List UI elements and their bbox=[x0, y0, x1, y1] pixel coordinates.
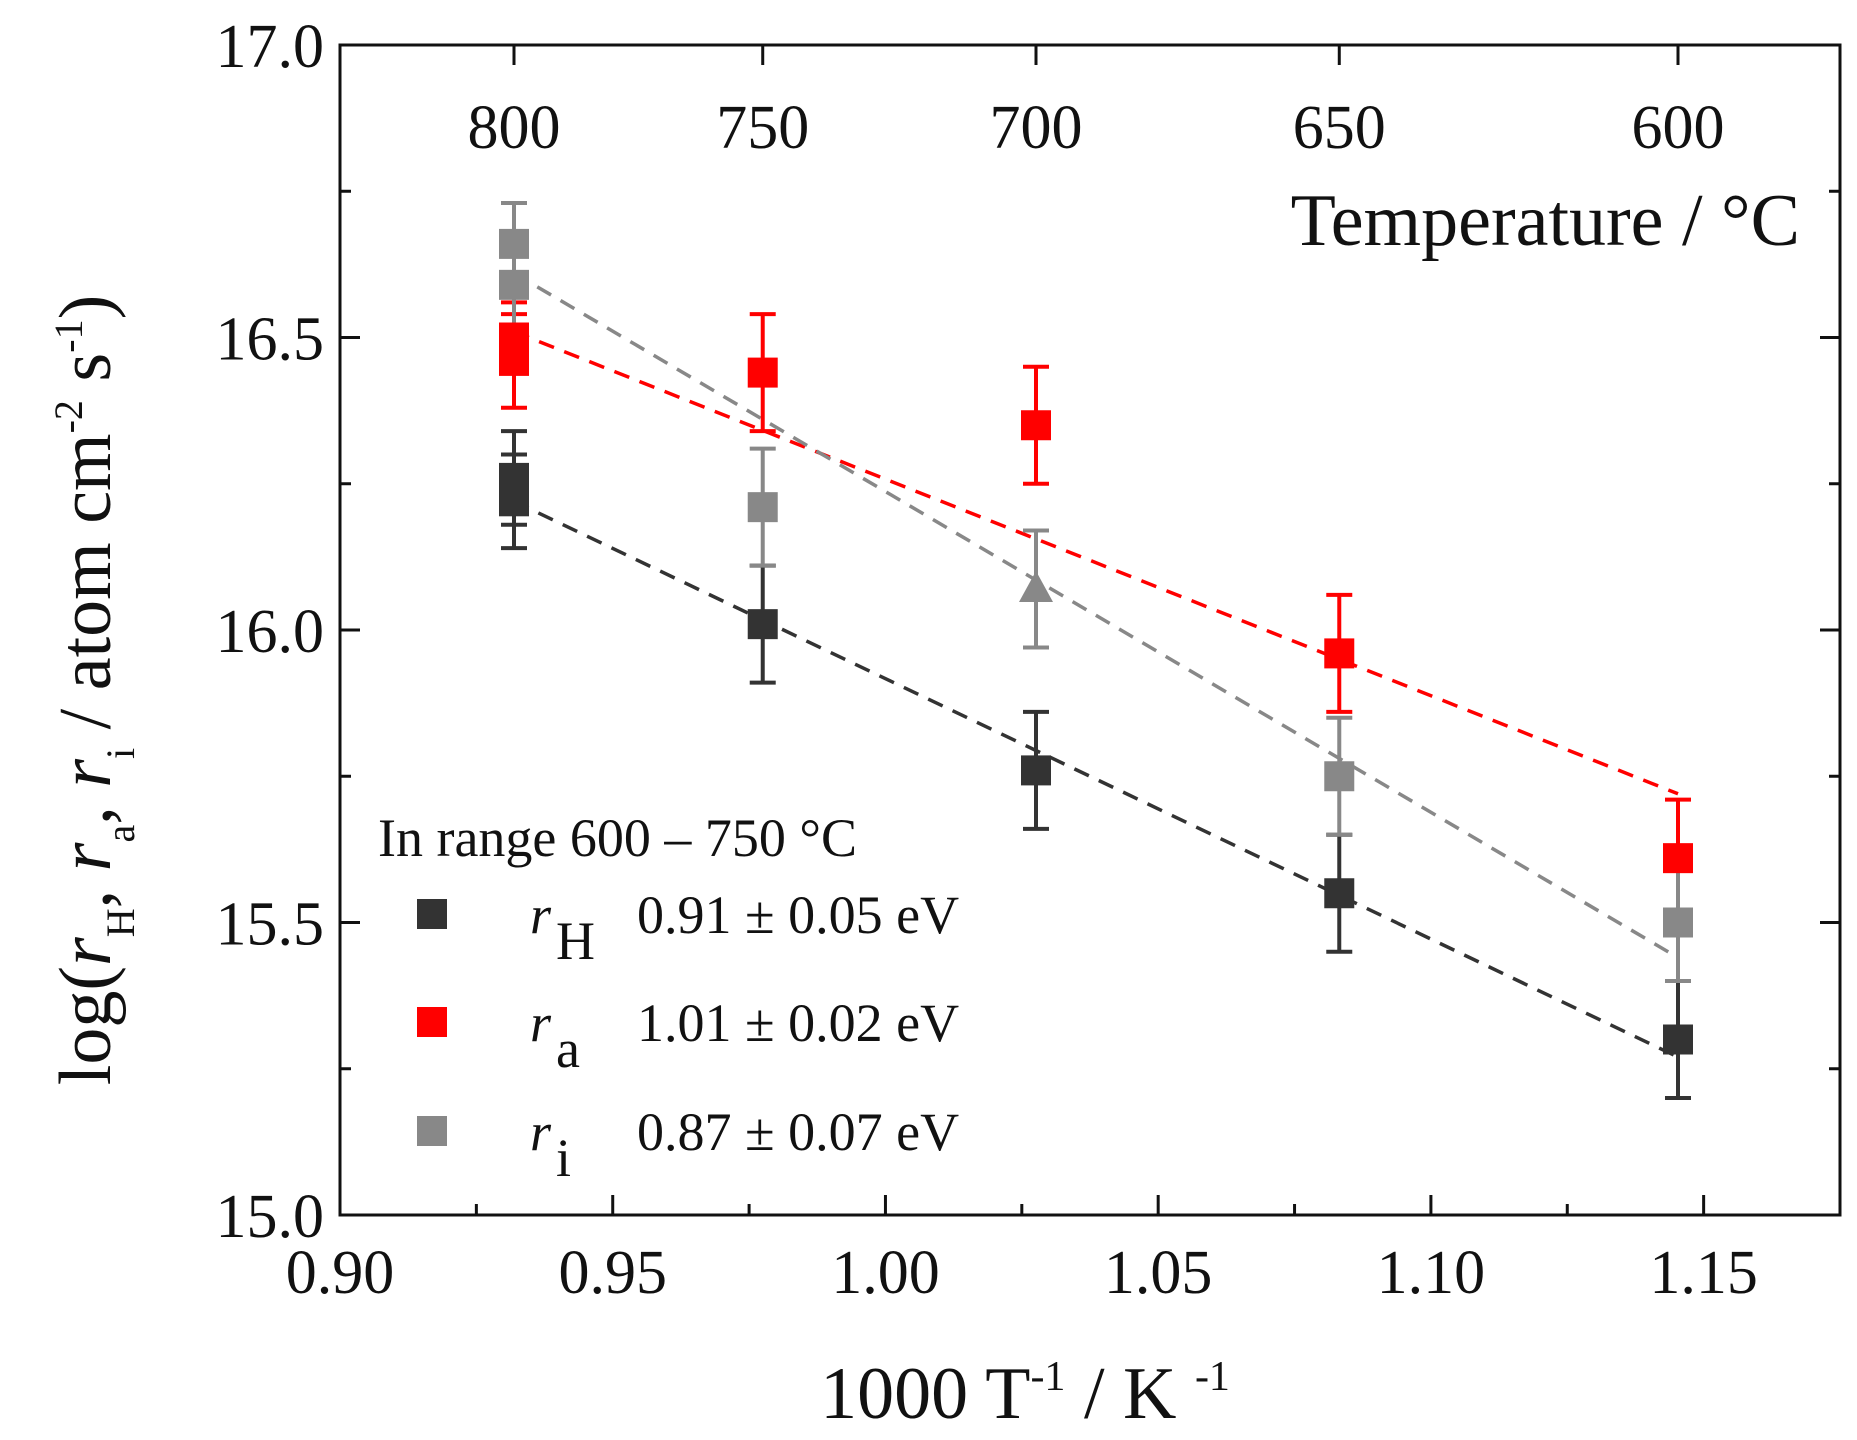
marker-r-a bbox=[1324, 638, 1355, 669]
legend-title: In range 600 – 750 °C bbox=[378, 808, 857, 868]
legend-subscript: H bbox=[556, 911, 595, 971]
marker-r-i bbox=[1663, 907, 1693, 938]
y-title-sub3: i bbox=[98, 748, 143, 759]
x-axis-title-main: 1000 T bbox=[820, 1353, 1030, 1435]
error-bars bbox=[501, 200, 1691, 1100]
x-axis-title-sup2: -1 bbox=[1195, 1354, 1230, 1400]
marker-r-a bbox=[1663, 843, 1693, 874]
x-tick-label: 0.90 bbox=[286, 1239, 395, 1307]
legend-value: 0.87 ± 0.07 eV bbox=[637, 1102, 959, 1162]
top-axis-title: Temperature / °C bbox=[1291, 180, 1800, 262]
y-tick-labels: 15.0 15.5 16.0 16.5 17.0 bbox=[216, 13, 325, 1251]
legend-symbol: r bbox=[530, 885, 552, 945]
top-tick-label: 750 bbox=[716, 94, 809, 162]
y-tick-label: 17.0 bbox=[216, 13, 325, 81]
top-tick-labels: 800 750 700 650 600 bbox=[468, 94, 1725, 162]
legend-symbol: r bbox=[530, 1102, 552, 1162]
y-title-sep1: , bbox=[45, 871, 127, 908]
x-tick-label: 1.05 bbox=[1104, 1239, 1213, 1307]
y-title-sub2: a bbox=[98, 825, 143, 843]
y-title-pre: log( bbox=[45, 966, 127, 1085]
marker-r-i bbox=[499, 269, 529, 300]
x-tick-label: 0.95 bbox=[558, 1239, 667, 1307]
fit-line-r-h bbox=[513, 499, 1679, 1059]
axis-ticks bbox=[338, 43, 1840, 1217]
marker-r-h bbox=[499, 462, 529, 493]
y-title-sup1: -2 bbox=[46, 400, 91, 433]
x-tick-label: 1.00 bbox=[831, 1239, 940, 1307]
marker-r-h bbox=[1021, 755, 1051, 786]
y-title-sub1: H bbox=[98, 908, 143, 937]
y-tick-label: 15.5 bbox=[216, 891, 325, 959]
top-tick-label: 600 bbox=[1632, 94, 1725, 162]
legend-value: 1.01 ± 0.02 eV bbox=[637, 993, 959, 1053]
legend-swatch bbox=[417, 899, 447, 929]
top-tick-label: 700 bbox=[990, 94, 1083, 162]
x-axis-title-mid: / K bbox=[1065, 1353, 1195, 1435]
legend-subscript: i bbox=[556, 1128, 571, 1188]
marker-r-i bbox=[747, 492, 778, 523]
x-tick-label: 1.15 bbox=[1649, 1239, 1758, 1307]
x-axis-title: 1000 T-1 / K -1 bbox=[820, 1353, 1230, 1435]
marker-r-a bbox=[499, 322, 529, 353]
x-axis-title-sup1: -1 bbox=[1030, 1354, 1065, 1400]
y-title-sup2: -1 bbox=[46, 319, 91, 352]
marker-r-i bbox=[1019, 571, 1053, 603]
y-title-unit: / atom cm bbox=[45, 433, 127, 747]
legend: In range 600 – 750 °C r H 0.91 ± 0.05 eVr a… bbox=[378, 808, 959, 1188]
y-tick-label: 15.0 bbox=[216, 1183, 325, 1251]
y-title-post: ) bbox=[45, 295, 127, 320]
fit-line-r-a bbox=[513, 330, 1679, 796]
y-title-r2: r bbox=[45, 841, 127, 871]
fit-lines bbox=[513, 271, 1679, 1059]
y-axis-title: log(rH, ra, ri / atom cm-2 s-1) bbox=[45, 295, 143, 1085]
legend-swatch bbox=[417, 1007, 447, 1037]
y-title-r3: r bbox=[45, 758, 127, 788]
legend-symbol: r bbox=[530, 993, 552, 1053]
marker-r-h bbox=[1663, 1024, 1693, 1055]
y-title-r1: r bbox=[45, 936, 127, 966]
marker-r-h bbox=[1324, 878, 1355, 909]
marker-r-h bbox=[747, 609, 778, 640]
y-tick-label: 16.5 bbox=[216, 306, 325, 374]
x-tick-labels: 0.90 0.95 1.00 1.05 1.10 1.15 bbox=[286, 1239, 1758, 1307]
top-tick-label: 650 bbox=[1293, 94, 1386, 162]
marker-r-a bbox=[747, 357, 778, 388]
legend-value: 0.91 ± 0.05 eV bbox=[637, 885, 959, 945]
marker-r-a bbox=[1021, 410, 1051, 441]
legend-swatch bbox=[417, 1116, 447, 1146]
y-title-unit2: s bbox=[45, 353, 127, 400]
top-tick-label: 800 bbox=[468, 94, 561, 162]
fit-line-r-i bbox=[513, 271, 1679, 960]
marker-r-i bbox=[499, 228, 529, 259]
data-markers bbox=[499, 228, 1693, 1055]
y-tick-label: 16.0 bbox=[216, 598, 325, 666]
x-tick-label: 1.10 bbox=[1377, 1239, 1486, 1307]
marker-r-i bbox=[1324, 761, 1355, 792]
y-title-sep2: , bbox=[45, 788, 127, 825]
legend-subscript: a bbox=[556, 1019, 580, 1079]
